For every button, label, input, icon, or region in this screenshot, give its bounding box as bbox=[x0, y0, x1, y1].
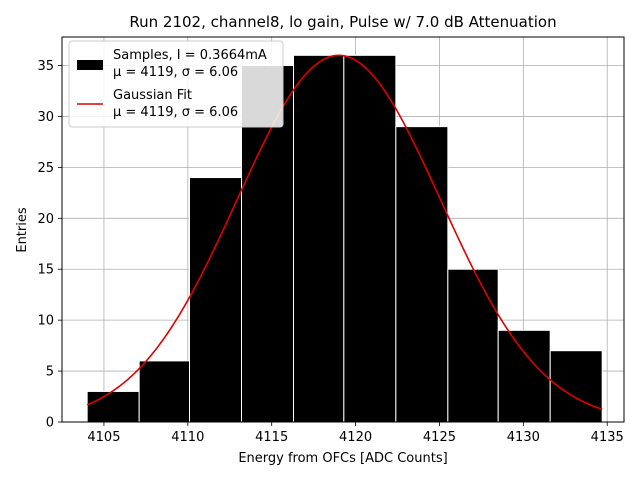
histogram-bar bbox=[395, 126, 449, 423]
axis-ticks: 4105 4110 4115 4120 4125 4130 4135 0 5 10 15 20 25 30… bbox=[37, 59, 623, 445]
legend: Samples, I = 0.3664mA μ = 4119, σ = 6.06… bbox=[68, 40, 284, 128]
histogram-bar bbox=[447, 268, 499, 423]
gaussian-fit-line bbox=[86, 54, 603, 410]
x-tick-label: 4120 bbox=[339, 430, 372, 445]
x-axis-label: Energy from OFCs [ADC Counts] bbox=[238, 451, 447, 466]
histogram-bars bbox=[86, 54, 603, 423]
y-tick-label: 30 bbox=[37, 110, 54, 125]
legend-label-samples: Samples, I = 0.3664mA bbox=[113, 48, 267, 63]
y-tick-label: 15 bbox=[37, 263, 54, 278]
histogram-bar bbox=[293, 54, 345, 423]
histogram-bar bbox=[86, 390, 140, 423]
y-tick-label: 0 bbox=[46, 416, 54, 431]
x-tick-label: 4125 bbox=[423, 430, 456, 445]
chart-title: Run 2102, channel8, lo gain, Pulse w/ 7.… bbox=[129, 13, 556, 31]
histogram-bar bbox=[138, 360, 190, 423]
y-tick-label: 10 bbox=[37, 314, 54, 329]
x-tick-label: 4115 bbox=[255, 430, 288, 445]
y-axis-label: Entries bbox=[15, 207, 30, 253]
y-tick-label: 25 bbox=[37, 161, 54, 176]
legend-stats-gaussian-fit: μ = 4119, σ = 6.06 bbox=[113, 105, 238, 120]
y-tick-label: 20 bbox=[37, 212, 54, 227]
histogram-bar bbox=[343, 54, 397, 423]
gaussian-fit-layer bbox=[86, 54, 603, 410]
x-tick-label: 4130 bbox=[507, 430, 540, 445]
x-tick-label: 4135 bbox=[591, 430, 624, 445]
legend-box bbox=[68, 40, 284, 128]
y-tick-label: 35 bbox=[37, 59, 54, 74]
legend-label-gaussian-fit: Gaussian Fit bbox=[113, 88, 192, 103]
legend-swatch-samples bbox=[77, 60, 103, 70]
x-tick-label: 4105 bbox=[87, 430, 120, 445]
histogram-bar bbox=[188, 177, 243, 423]
histogram-bar bbox=[497, 329, 551, 423]
x-tick-label: 4110 bbox=[171, 430, 204, 445]
legend-stats-samples: μ = 4119, σ = 6.06 bbox=[113, 65, 238, 80]
plot-frame bbox=[61, 36, 625, 423]
y-tick-label: 5 bbox=[46, 365, 54, 380]
